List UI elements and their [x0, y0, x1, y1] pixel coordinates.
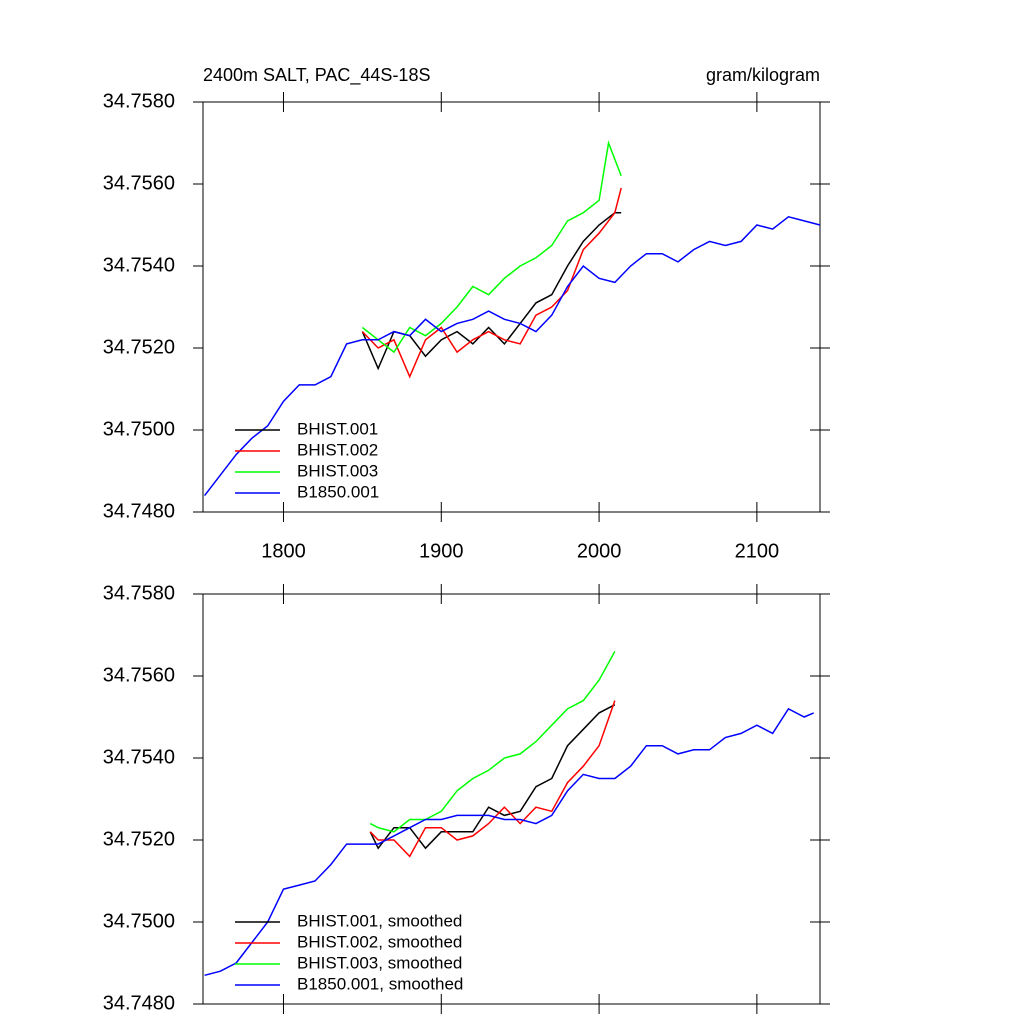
plot-frame [202, 101, 821, 513]
y-tick-label: 34.7540 [103, 746, 175, 768]
plot-frame [202, 593, 821, 1005]
series-line [361, 140, 622, 354]
y-tick-label: 34.7540 [103, 254, 175, 276]
series-line [204, 707, 814, 977]
units-label: gram/kilogram [706, 65, 820, 85]
series-line [369, 704, 616, 850]
legend-label: BHIST.002 [297, 440, 378, 459]
legend-label: BHIST.001, smoothed [297, 911, 462, 930]
y-tick-label: 34.7500 [103, 418, 175, 440]
y-tick-label: 34.7480 [103, 500, 175, 522]
legend-label: BHIST.003 [297, 461, 378, 480]
series-line [361, 187, 622, 379]
y-tick-label: 34.7580 [103, 90, 175, 112]
y-tick-label: 34.7520 [103, 828, 175, 850]
chart-title: 2400m SALT, PAC_44S-18S [203, 65, 430, 86]
y-tick-label: 34.7520 [103, 336, 175, 358]
legend-label: BHIST.003, smoothed [297, 953, 462, 972]
y-tick-label: 34.7500 [103, 910, 175, 932]
series-line [369, 651, 616, 833]
series-line [203, 215, 821, 497]
legend-label: B1850.001, smoothed [297, 974, 463, 993]
y-tick-label: 34.7480 [103, 992, 175, 1014]
x-tick-label: 2100 [735, 540, 780, 562]
legend-label: B1850.001 [297, 482, 379, 501]
legend-label: BHIST.002, smoothed [297, 932, 462, 951]
series-line [369, 700, 616, 858]
x-tick-label: 1800 [261, 540, 306, 562]
y-tick-label: 34.7560 [103, 172, 175, 194]
legend-label: BHIST.001 [297, 419, 378, 438]
y-tick-label: 34.7580 [103, 582, 175, 604]
y-tick-label: 34.7560 [103, 664, 175, 686]
x-tick-label: 2000 [577, 540, 622, 562]
x-tick-label: 1900 [419, 540, 464, 562]
